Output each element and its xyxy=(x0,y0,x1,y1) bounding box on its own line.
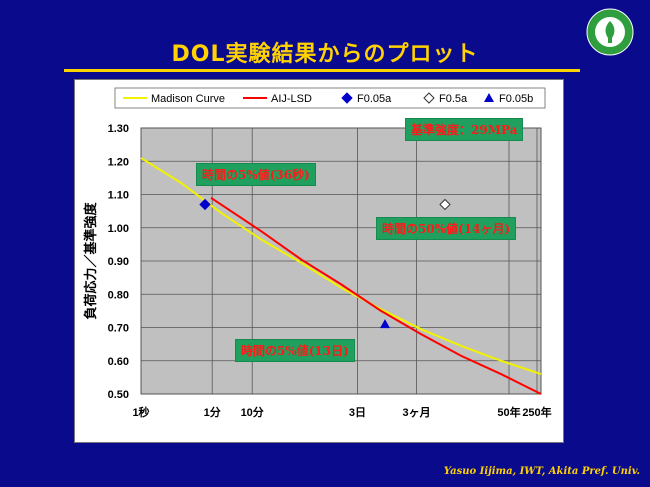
y-tick-label: 0.50 xyxy=(108,389,129,401)
author-credit: Yasuo Iijima, IWT, Akita Pref. Univ. xyxy=(443,466,640,477)
callout-reference-strength: 基準強度：29MPa xyxy=(405,118,524,141)
legend-swatch-diamond xyxy=(341,92,353,104)
x-tick-label: 1秒 xyxy=(132,405,149,419)
callout-5pct-36s: 時間の5%値(36秒) xyxy=(196,163,316,186)
chart-panel: 0.50 0.60 0.70 0.80 0.90 1.00 1.10 1.20 1.30 1秒 1分… xyxy=(74,79,564,443)
university-logo xyxy=(586,8,634,56)
series-line-aij-lsd xyxy=(210,196,542,395)
y-tick-label: 1.10 xyxy=(108,190,129,202)
x-tick-label: 3日 xyxy=(349,406,366,419)
y-tick-label: 1.30 xyxy=(108,123,129,135)
marker-f0-05b xyxy=(380,319,390,329)
callout-50pct-14months: 時間の50%値(14ヶ月) xyxy=(376,217,517,240)
legend-label: F0.05b xyxy=(499,93,533,105)
y-axis-label: 負荷応力／基準強度 xyxy=(83,202,98,320)
marker-f0-5a xyxy=(439,198,451,211)
x-tick-label: 1分 xyxy=(204,405,221,419)
legend-swatch-triangle xyxy=(484,93,494,102)
x-tick-label: 50年 xyxy=(497,405,520,419)
callout-5pct-13days: 時間の5%値(13日) xyxy=(235,339,355,362)
marker-f0-05a xyxy=(199,198,211,211)
legend-label: F0.05a xyxy=(357,93,392,105)
legend-label: Madison Curve xyxy=(151,93,225,105)
legend-label: AIJ-LSD xyxy=(271,93,312,105)
slide-title: DOL実験結果からのプロット xyxy=(171,42,479,67)
x-tick-label: 3ヶ月 xyxy=(403,406,431,419)
y-tick-label: 0.80 xyxy=(108,289,129,301)
y-tick-label: 1.00 xyxy=(108,223,129,235)
legend-swatch-diamond xyxy=(423,92,435,104)
legend-box xyxy=(114,87,546,109)
y-tick-label: 1.20 xyxy=(108,156,129,168)
legend-label: F0.5a xyxy=(439,93,468,105)
title-underline xyxy=(64,69,580,72)
y-tick-label: 0.60 xyxy=(108,356,129,368)
x-tick-label: 10分 xyxy=(241,405,264,419)
y-tick-label: 0.70 xyxy=(108,323,129,335)
x-tick-label: 250年 xyxy=(522,405,551,419)
y-tick-label: 0.90 xyxy=(108,256,129,268)
